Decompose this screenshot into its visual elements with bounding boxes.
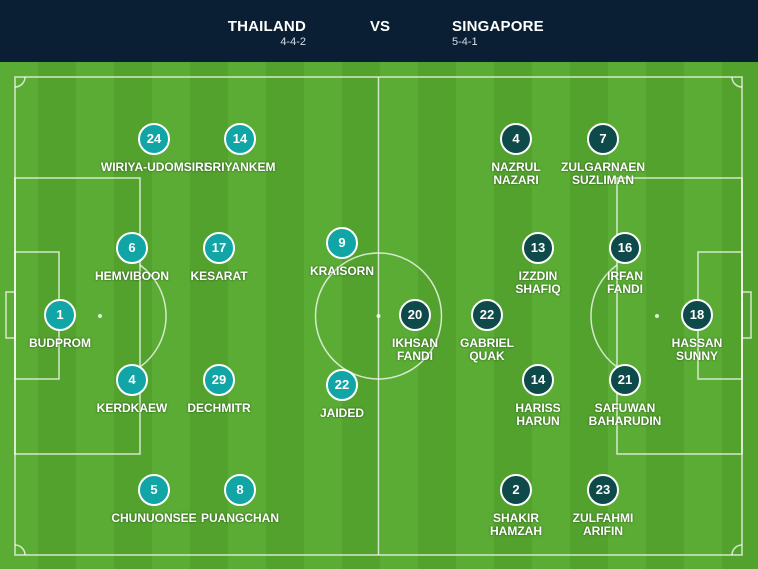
player-name: HARISS HARUN [515, 401, 561, 428]
player-name: ZULGARNAEN SUZLIMAN [561, 160, 645, 187]
player-home-1[interactable]: 1 BUDPROM [0, 299, 135, 350]
match-header: THAILAND 4-4-2 VS SINGAPORE 5-4-1 [0, 0, 758, 62]
player-name: GABRIEL QUAK [460, 336, 514, 363]
home-team-formation: 4-4-2 [280, 36, 306, 48]
player-number-badge: 7 [587, 123, 619, 155]
player-number-badge: 6 [116, 232, 148, 264]
home-goal [5, 291, 16, 339]
player-away-21[interactable]: 21 SAFUWAN BAHARUDIN [550, 364, 700, 428]
player-away-22[interactable]: 22 GABRIEL QUAK [412, 299, 562, 363]
corner-arc-bottom-left [14, 544, 26, 556]
player-home-29[interactable]: 29 DECHMITR [144, 364, 294, 415]
home-team: THAILAND 4-4-2 [228, 18, 306, 49]
away-penalty-arc [590, 264, 618, 368]
player-number-badge: 13 [522, 232, 554, 264]
player-name: IKHSAN FANDI [391, 336, 438, 363]
away-team: SINGAPORE 5-4-1 [452, 18, 544, 49]
player-home-6[interactable]: 6 HEMVIBOON [57, 232, 207, 283]
player-name: JAIDED [319, 406, 364, 420]
player-number-badge: 22 [326, 369, 358, 401]
player-home-14[interactable]: 14 SRIYANKEM [165, 123, 315, 174]
player-away-14[interactable]: 14 HARISS HARUN [463, 364, 613, 428]
player-home-24[interactable]: 24 WIRIYA-UDOMSIRI [79, 123, 229, 174]
player-away-13[interactable]: 13 IZZDIN SHAFIQ [463, 232, 613, 296]
player-number-badge: 24 [138, 123, 170, 155]
player-number-badge: 8 [224, 474, 256, 506]
player-number-badge: 14 [224, 123, 256, 155]
player-away-18[interactable]: 18 HASSAN SUNNY [622, 299, 758, 363]
away-penalty-spot [655, 314, 659, 318]
player-away-4[interactable]: 4 NAZRUL NAZARI [441, 123, 591, 187]
player-number-badge: 1 [44, 299, 76, 331]
home-team-name: THAILAND [227, 18, 306, 35]
player-number-badge: 4 [500, 123, 532, 155]
player-number-badge: 16 [609, 232, 641, 264]
player-name: KESARAT [190, 269, 248, 283]
player-name: IRFAN FANDI [607, 269, 643, 296]
player-name: PUANGCHAN [201, 511, 279, 525]
player-number-badge: 20 [399, 299, 431, 331]
player-home-4[interactable]: 4 KERDKAEW [57, 364, 207, 415]
player-name: CHUNUONSEE [111, 511, 197, 525]
player-name: WIRIYA-UDOMSIRI [100, 160, 208, 174]
player-number-badge: 29 [203, 364, 235, 396]
player-home-8[interactable]: 8 PUANGCHAN [165, 474, 315, 525]
player-name: NAZRUL NAZARI [491, 160, 541, 187]
player-away-23[interactable]: 23 ZULFAHMI ARIFIN [528, 474, 678, 538]
player-number-badge: 23 [587, 474, 619, 506]
player-name: IZZDIN SHAFIQ [515, 269, 561, 296]
away-team-name: SINGAPORE [452, 18, 544, 35]
player-name: SHAKIR HAMZAH [490, 511, 542, 538]
player-name: HEMVIBOON [94, 269, 169, 283]
away-goal [741, 291, 752, 339]
player-number-badge: 14 [522, 364, 554, 396]
player-home-17[interactable]: 17 KESARAT [144, 232, 294, 283]
center-spot [376, 314, 381, 318]
player-number-badge: 17 [203, 232, 235, 264]
player-number-badge: 18 [681, 299, 713, 331]
player-home-9[interactable]: 9 KRAISORN [267, 227, 417, 278]
corner-arc-top-right [731, 76, 743, 88]
player-name: ZULFAHMI ARIFIN [572, 511, 634, 538]
player-number-badge: 5 [138, 474, 170, 506]
player-away-16[interactable]: 16 IRFAN FANDI [550, 232, 700, 296]
player-number-badge: 2 [500, 474, 532, 506]
player-away-2[interactable]: 2 SHAKIR HAMZAH [441, 474, 591, 538]
player-name: KERDKAEW [96, 401, 168, 415]
corner-arc-bottom-right [731, 544, 743, 556]
player-home-22[interactable]: 22 JAIDED [267, 369, 417, 420]
home-penalty-spot [98, 314, 102, 318]
player-name: KRAISORN [309, 264, 374, 278]
player-name: SRIYANKEM [204, 160, 276, 174]
player-away-7[interactable]: 7 ZULGARNAEN SUZLIMAN [528, 123, 678, 187]
player-number-badge: 4 [116, 364, 148, 396]
player-name: DECHMITR [187, 401, 251, 415]
player-away-20[interactable]: 20 IKHSAN FANDI [340, 299, 490, 363]
versus-label: VS [370, 18, 391, 35]
center-circle [314, 252, 443, 380]
corner-arc-top-left [14, 76, 26, 88]
player-name: BUDPROM [29, 336, 91, 350]
away-team-formation: 5-4-1 [452, 36, 478, 48]
player-number-badge: 21 [609, 364, 641, 396]
player-home-5[interactable]: 5 CHUNUONSEE [79, 474, 229, 525]
pitch: 24 WIRIYA-UDOMSIRI 14 SRIYANKEM 6 HEMVIB… [0, 62, 758, 569]
player-number-badge: 22 [471, 299, 503, 331]
player-name: HASSAN SUNNY [671, 336, 723, 363]
player-name: SAFUWAN BAHARUDIN [588, 401, 662, 428]
player-number-badge: 9 [326, 227, 358, 259]
home-penalty-arc [139, 264, 167, 368]
